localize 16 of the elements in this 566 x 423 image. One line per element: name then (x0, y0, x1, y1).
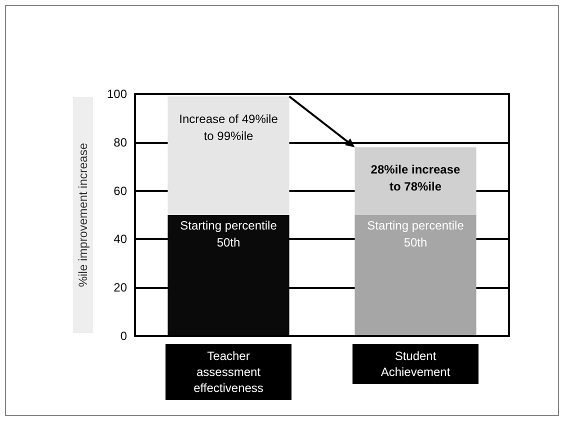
y-tick-label: 60 (114, 184, 128, 198)
y-tick-label: 20 (114, 280, 128, 295)
y-tick-label: 0 (120, 329, 128, 343)
bar (354, 147, 476, 215)
y-tick-label: 40 (114, 232, 128, 246)
y-tick-label: 100 (106, 87, 128, 101)
x-tick-label: Student Achievement (380, 349, 451, 379)
data-label: Starting percentile 50th (367, 218, 464, 250)
x-tick-label: Teacher assessment effectiveness (194, 349, 264, 395)
data-label: 28%ile increase to 78%ile (370, 162, 461, 194)
bar (168, 96, 290, 215)
y-tick-label: 80 (114, 135, 128, 150)
bar (354, 215, 476, 336)
data-label: Increase of 49%ile to 99%ile (179, 112, 278, 143)
y-axis-title: %ile improvement increase (76, 142, 90, 288)
data-label: Starting percentile 50th (180, 218, 278, 250)
